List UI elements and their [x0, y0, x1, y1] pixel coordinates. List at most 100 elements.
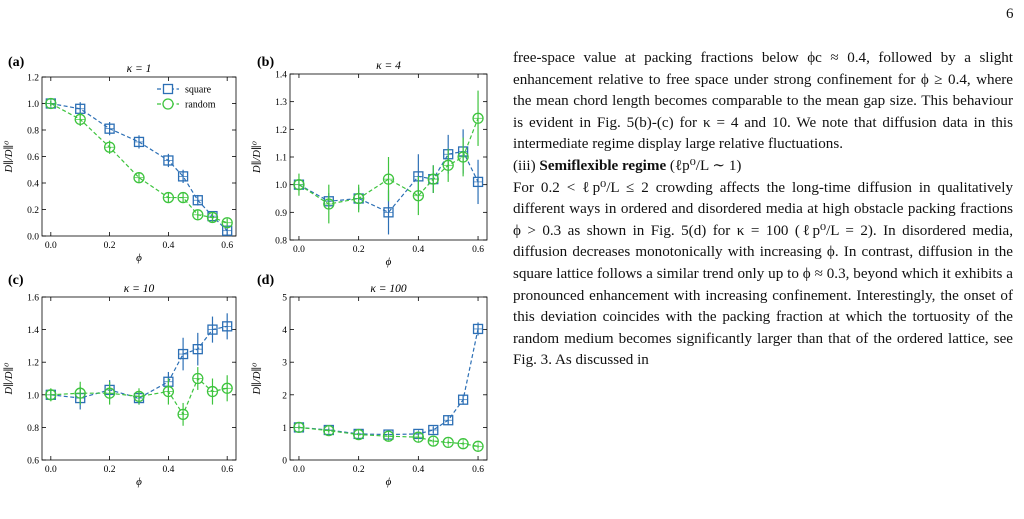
ytick-label-b: 0.9 [275, 209, 287, 219]
ylabel-c: D∥/D∥⁰ [3, 362, 15, 396]
xtick-label-c: 0.2 [104, 465, 116, 475]
xlabel-b: ϕ [386, 256, 392, 268]
xtick-label-d: 0.2 [353, 465, 365, 475]
marker-random-c [162, 385, 175, 398]
panel-title-a: κ = 1 [127, 63, 152, 75]
ytick-label-b: 1.4 [275, 71, 287, 81]
marker-random-b [427, 173, 439, 185]
axes-frame-d [289, 296, 488, 461]
marker-random-d [442, 436, 454, 449]
marker-random-d [323, 425, 335, 437]
ytick-label-a: 1.0 [27, 100, 39, 110]
ylabel-a: D∥/D∥⁰ [3, 140, 15, 174]
xtick-label-a: 0.6 [221, 241, 233, 251]
marker-random-d [457, 438, 469, 450]
xlabel-d: ϕ [386, 476, 392, 488]
ytick-label-c: 0.8 [27, 424, 39, 434]
xtick-label-a: 0.4 [162, 241, 174, 251]
paragraph-intermediate-regime: free-space value at packing fractions be… [513, 50, 1013, 153]
marker-random-b [293, 179, 305, 191]
ytick-label-a: 1.2 [27, 74, 39, 84]
xtick-label-c: 0.0 [45, 465, 57, 475]
marker-random-b [472, 112, 484, 124]
xtick-label-b: 0.2 [353, 245, 365, 255]
ytick-label-d: 2 [282, 391, 287, 401]
paragraph-semiflexible-regime: For 0.2 < ℓp⁰/L ≤ 2 crowding affects the… [513, 179, 1013, 369]
legend-marker-random [162, 98, 174, 110]
panel-title-c: κ = 10 [124, 283, 155, 295]
figure-5: (a) κ = 1 0.0 0.2 0.4 0.6 0.8 1.0 1.2 0.0 0.2 0.4 0.… [0, 0, 500, 519]
panel-label-d: (d) [257, 273, 274, 288]
marker-random-d [382, 430, 395, 442]
ytick-label-a: 0.6 [27, 153, 39, 163]
series-line-square-d [298, 328, 479, 436]
ylabel-b: D∥/D∥⁰ [251, 140, 263, 174]
panel-b: (b) κ = 4 0.8 0.9 1.0 1.1 1.2 1.3 1.4 0.0 0.2 0.4 0.… [251, 55, 488, 268]
panel-label-b: (b) [257, 55, 274, 70]
ytick-label-b: 1.1 [275, 154, 287, 164]
ytick-label-c: 1.2 [27, 359, 39, 369]
marker-random-a [162, 191, 175, 204]
marker-random-a [177, 191, 189, 204]
figure-panels: (a) κ = 1 0.0 0.2 0.4 0.6 0.8 1.0 1.2 0.0 0.2 0.4 0.… [3, 55, 488, 488]
ytick-label-d: 0 [282, 457, 287, 467]
ytick-label-b: 1.2 [275, 126, 287, 136]
ytick-label-c: 1.0 [27, 391, 39, 401]
legend: square random [157, 83, 216, 111]
xtick-label-a: 0.0 [45, 241, 57, 251]
marker-random-a [221, 217, 233, 229]
xtick-label-c: 0.6 [221, 465, 233, 475]
regime-prefix: (iii) [513, 157, 540, 174]
ytick-label-b: 1.3 [275, 98, 287, 108]
marker-random-c [206, 385, 219, 398]
axes-frame-c [41, 296, 237, 461]
xtick-label-d: 0.6 [472, 465, 484, 475]
panel-label-c: (c) [8, 273, 24, 288]
xtick-label-b: 0.6 [472, 245, 484, 255]
ytick-label-b: 1.0 [275, 181, 287, 191]
marker-random-d [293, 421, 305, 434]
ytick-label-c: 0.6 [27, 457, 39, 467]
body-text: free-space value at packing fractions be… [513, 48, 1013, 372]
ytick-label-b: 0.8 [275, 237, 287, 247]
series-line-random-b [298, 118, 479, 205]
marker-random-b [442, 159, 454, 171]
ytick-label-a: 0.0 [27, 233, 39, 243]
ytick-label-c: 1.4 [27, 326, 39, 336]
marker-random-a [206, 211, 219, 224]
xlabel-c: ϕ [136, 476, 142, 488]
xtick-label-c: 0.4 [162, 465, 174, 475]
ylabel-d: D∥/D∥⁰ [251, 362, 263, 396]
marker-random-b [382, 173, 395, 185]
marker-random-d [427, 435, 439, 447]
marker-random-d [472, 440, 484, 452]
marker-random-c [45, 389, 57, 401]
ytick-label-a: 0.2 [27, 206, 39, 216]
ytick-label-d: 5 [282, 294, 287, 304]
ytick-label-c: 1.6 [27, 294, 39, 304]
ytick-label-a: 0.8 [27, 127, 39, 137]
xtick-label-b: 0.0 [293, 245, 305, 255]
panel-c: (c) κ = 10 0.6 0.8 1.0 1.2 1.4 1.6 0.0 0.2 0.4 0.6 ϕ… [3, 273, 237, 488]
ytick-label-d: 3 [282, 359, 287, 369]
ytick-label-a: 0.4 [27, 180, 39, 190]
marker-random-c [103, 387, 116, 399]
series-line-square-c [50, 325, 228, 399]
marker-random-b [457, 151, 469, 163]
legend-label-random: random [185, 100, 216, 111]
marker-random-c [133, 390, 145, 403]
xtick-label-d: 0.4 [412, 465, 424, 475]
marker-random-c [221, 382, 233, 394]
xtick-label-b: 0.4 [412, 245, 424, 255]
series-line-square-a [50, 102, 228, 232]
marker-random-a [74, 113, 86, 126]
marker-random-c [74, 387, 86, 399]
xtick-label-d: 0.0 [293, 465, 305, 475]
marker-random-a [133, 172, 145, 184]
marker-random-d [353, 428, 365, 441]
regime-title: Semiflexible regime [539, 157, 667, 174]
xtick-label-a: 0.2 [104, 241, 116, 251]
panel-title-b: κ = 4 [376, 60, 401, 72]
marker-random-b [412, 190, 424, 202]
ytick-label-d: 1 [282, 424, 287, 434]
